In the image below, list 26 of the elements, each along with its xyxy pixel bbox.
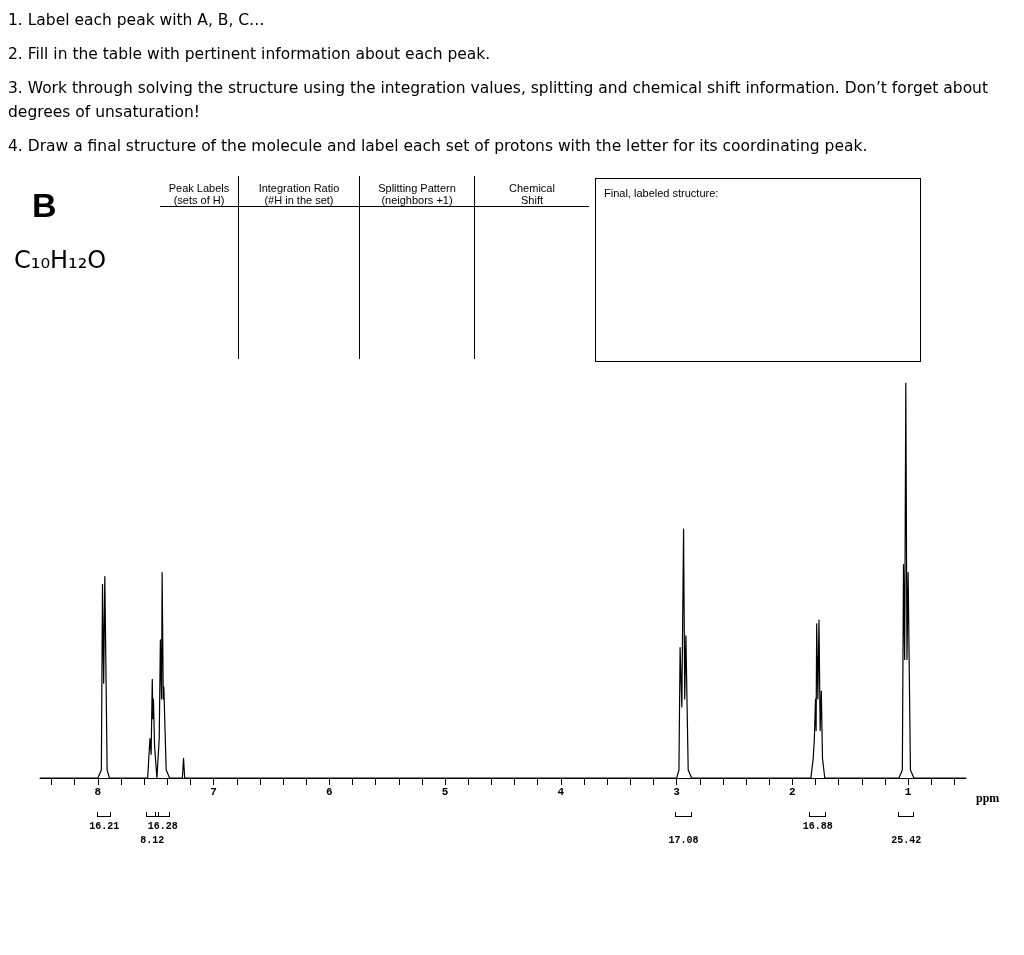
text: 2. Fill in the table with pertinent information about each peak. bbox=[8, 44, 492, 65]
text: 16.88 bbox=[801, 821, 834, 832]
text: 25.42 bbox=[890, 835, 923, 846]
text: Chemical Shift bbox=[474, 176, 589, 207]
text: Splitting Pattern (neighbors +1) bbox=[359, 176, 475, 207]
text: 16.21 bbox=[88, 821, 121, 832]
x-tick-label: 3 bbox=[673, 785, 681, 798]
text: 17.08 bbox=[667, 835, 700, 846]
text: 1. Label each peak with A, B, C… bbox=[8, 10, 266, 31]
x-tick-label: 6 bbox=[326, 785, 333, 798]
x-axis-title: ppm bbox=[976, 791, 1000, 805]
text: Peak Labels (sets of H) bbox=[160, 176, 239, 207]
x-tick-label: 5 bbox=[441, 785, 449, 798]
x-tick-label: 1 bbox=[904, 785, 912, 798]
text: 8.12 bbox=[139, 835, 166, 846]
x-tick-label: 7 bbox=[210, 785, 217, 798]
text: B bbox=[32, 186, 57, 225]
x-tick-label: 4 bbox=[557, 785, 565, 798]
x-tick-label: 8 bbox=[94, 785, 102, 798]
text: C₁₀H₁₂O bbox=[14, 246, 107, 274]
text: Integration Ratio (#H in the set) bbox=[238, 176, 360, 207]
text: 4. Draw a final structure of the molecule and label each set of protons with the letter for its coordinating peak. bbox=[8, 136, 869, 157]
text: 3. Work through solving the structure using the integration values, splitting and chemical shift information. Don’t forget about degrees of unsaturation! bbox=[8, 78, 989, 123]
text: 16.28 bbox=[146, 821, 179, 832]
text: Final, labeled structure: bbox=[603, 186, 720, 201]
x-tick-label: 2 bbox=[789, 785, 796, 798]
